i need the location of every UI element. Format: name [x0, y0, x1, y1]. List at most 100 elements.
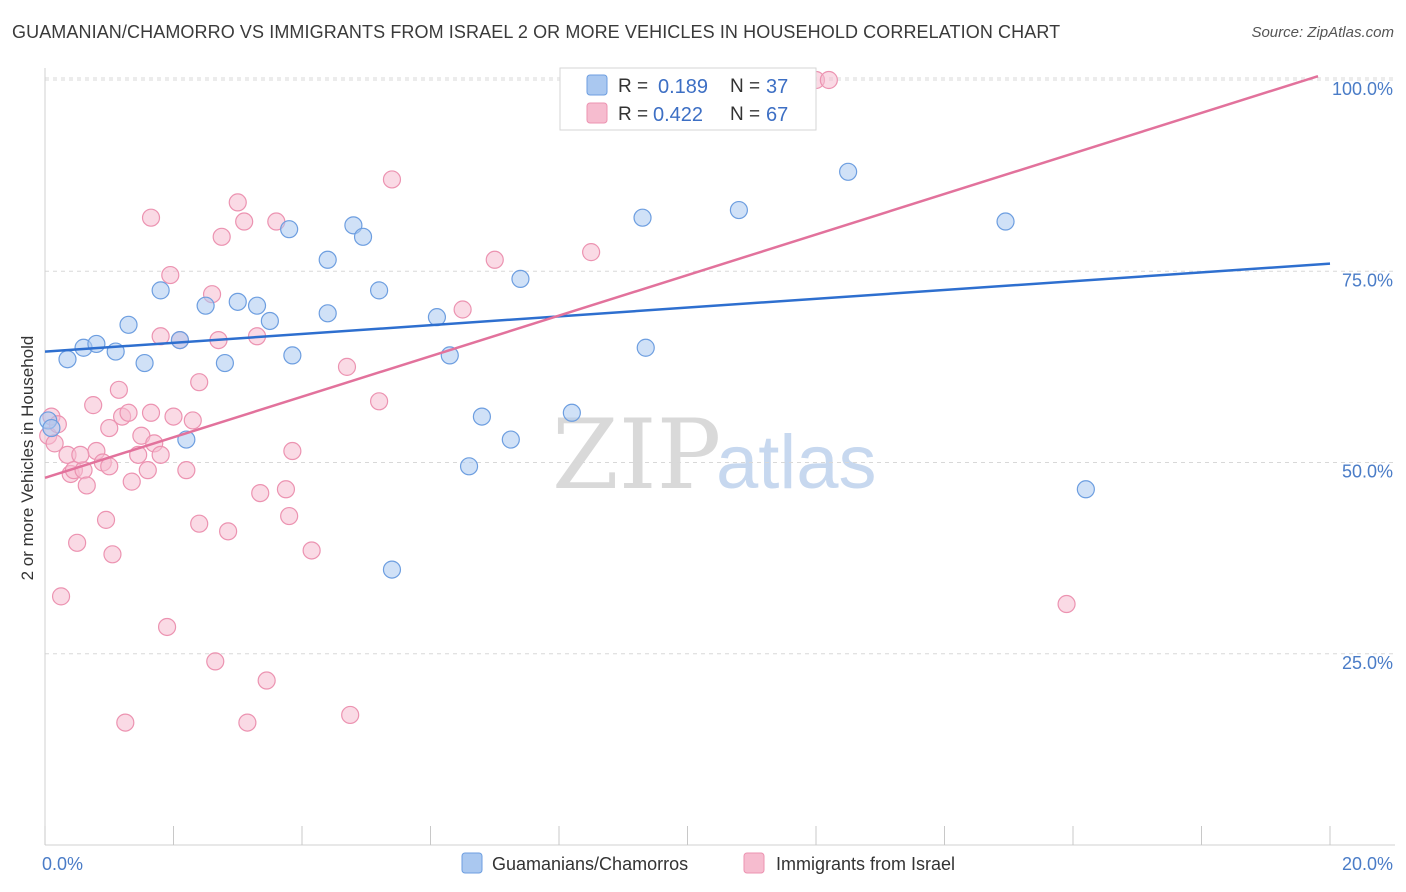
- point-israel-16: [109, 380, 128, 399]
- series-legend: Guamanians/Chamorros Immigrants from Isr…: [461, 852, 955, 874]
- legend-n-value-pink: 67: [766, 104, 788, 126]
- point-israel-44: [238, 713, 257, 732]
- legend-swatch-blue: [586, 74, 608, 96]
- point-guamanian-5: [119, 315, 138, 334]
- point-israel-23: [138, 461, 157, 480]
- legend-r-value-blue: 0.189: [658, 76, 708, 98]
- point-israel-13: [96, 510, 116, 529]
- chart-title: GUAMANIAN/CHAMORRO VS IMMIGRANTS FROM IS…: [12, 22, 1061, 42]
- y-tick-label-25: 25.0%: [1342, 653, 1393, 673]
- point-guamanian-12: [228, 292, 247, 311]
- legend-n-value-blue: 37: [766, 76, 788, 98]
- point-israel-24: [141, 403, 161, 422]
- trend-line-israel: [44, 74, 1319, 479]
- point-israel-35: [190, 514, 209, 533]
- point-israel-49: [276, 480, 296, 499]
- point-guamanian-35: [1076, 480, 1095, 499]
- legend-n-label-blue: N =: [730, 76, 760, 97]
- point-israel-63: [1057, 594, 1076, 614]
- point-israel-40: [212, 227, 231, 246]
- point-guamanian-14: [260, 311, 279, 331]
- point-guamanian-13: [247, 296, 267, 315]
- x-tick-label-min: 0.0%: [42, 854, 83, 874]
- bottom-legend-swatch-pink: [743, 852, 765, 874]
- trend-line-guamanians: [44, 262, 1331, 353]
- point-israel-29: [157, 617, 177, 637]
- point-israel-56: [382, 170, 402, 189]
- point-guamanian-27: [501, 430, 520, 449]
- x-axis-ticks: [44, 826, 1331, 845]
- point-israel-36: [190, 373, 209, 392]
- point-israel-65: [71, 445, 90, 464]
- point-guamanian-6: [135, 353, 154, 373]
- point-israel-62: [819, 70, 838, 90]
- point-israel-46: [251, 484, 270, 503]
- point-israel-64: [45, 434, 64, 453]
- point-guamanian-25: [459, 457, 479, 476]
- point-israel-59: [582, 243, 601, 262]
- point-israel-52: [302, 541, 321, 560]
- point-israel-57: [453, 300, 472, 319]
- y-axis-tick-labels: 25.0% 50.0% 75.0% 100.0%: [1332, 79, 1393, 673]
- point-israel-7: [68, 533, 87, 552]
- point-guamanian-26: [472, 407, 491, 426]
- point-israel-58: [485, 250, 504, 269]
- point-guamanian-11: [215, 353, 234, 373]
- gridlines: [45, 77, 1395, 655]
- bottom-legend-label-israel: Immigrants from Israel: [776, 854, 955, 874]
- point-israel-42: [228, 193, 247, 212]
- point-israel-38: [206, 652, 225, 671]
- point-israel-27: [151, 445, 170, 464]
- point-israel-9: [77, 476, 96, 495]
- point-israel-41: [219, 522, 238, 541]
- point-israel-47: [257, 671, 276, 690]
- watermark-zip: ZIP: [552, 399, 721, 511]
- point-israel-15: [103, 545, 122, 564]
- bottom-legend-swatch-blue: [461, 852, 483, 874]
- point-guamanian-32: [729, 200, 749, 220]
- watermark-atlas: atlas: [716, 420, 877, 505]
- point-guamanian-3: [87, 334, 106, 354]
- point-guamanian-18: [318, 250, 337, 269]
- point-guamanian-21: [370, 281, 389, 300]
- point-guamanian-20: [353, 227, 373, 246]
- source-credit: Source: ZipAtlas.com: [1251, 24, 1394, 41]
- stats-legend: R = 0.189 N = 37 R = 0.422 N = 67: [559, 67, 817, 131]
- point-israel-20: [122, 472, 141, 491]
- point-guamanian-1: [58, 350, 77, 369]
- point-israel-50: [280, 506, 299, 526]
- point-israel-54: [341, 705, 360, 725]
- point-guamanian-36: [42, 418, 61, 438]
- point-guamanian-15: [280, 220, 299, 239]
- point-israel-51: [283, 441, 302, 461]
- legend-r-label-pink: R =: [618, 104, 648, 125]
- watermark: ZIP atlas: [552, 399, 877, 511]
- legend-r-label-blue: R =: [618, 76, 648, 97]
- bottom-legend-label-guamanians: Guamanians/Chamorros: [492, 854, 688, 874]
- point-israel-43: [235, 212, 254, 231]
- point-guamanian-31: [636, 338, 655, 357]
- point-israel-30: [161, 265, 180, 285]
- point-guamanian-28: [511, 269, 530, 288]
- x-tick-label-max: 20.0%: [1342, 854, 1393, 874]
- y-tick-label-50: 50.0%: [1342, 462, 1393, 482]
- point-israel-33: [177, 461, 196, 480]
- point-guamanian-17: [318, 304, 337, 323]
- point-guamanian-7: [151, 281, 170, 300]
- point-israel-14: [100, 418, 119, 438]
- point-israel-34: [183, 411, 202, 430]
- point-israel-10: [84, 396, 103, 415]
- point-guamanian-8: [170, 331, 190, 350]
- y-tick-label-100: 100.0%: [1332, 79, 1393, 99]
- point-guamanian-30: [633, 208, 652, 227]
- point-israel-31: [164, 407, 183, 426]
- point-israel-18: [116, 713, 135, 732]
- point-guamanian-10: [196, 296, 215, 315]
- legend-swatch-pink: [586, 102, 608, 124]
- point-israel-53: [337, 357, 357, 376]
- y-axis-label: 2 or more Vehicles in Household: [18, 336, 37, 581]
- point-israel-19: [119, 403, 138, 422]
- point-guamanian-34: [996, 212, 1015, 231]
- point-guamanian-33: [839, 162, 858, 181]
- point-guamanian-29: [562, 403, 581, 422]
